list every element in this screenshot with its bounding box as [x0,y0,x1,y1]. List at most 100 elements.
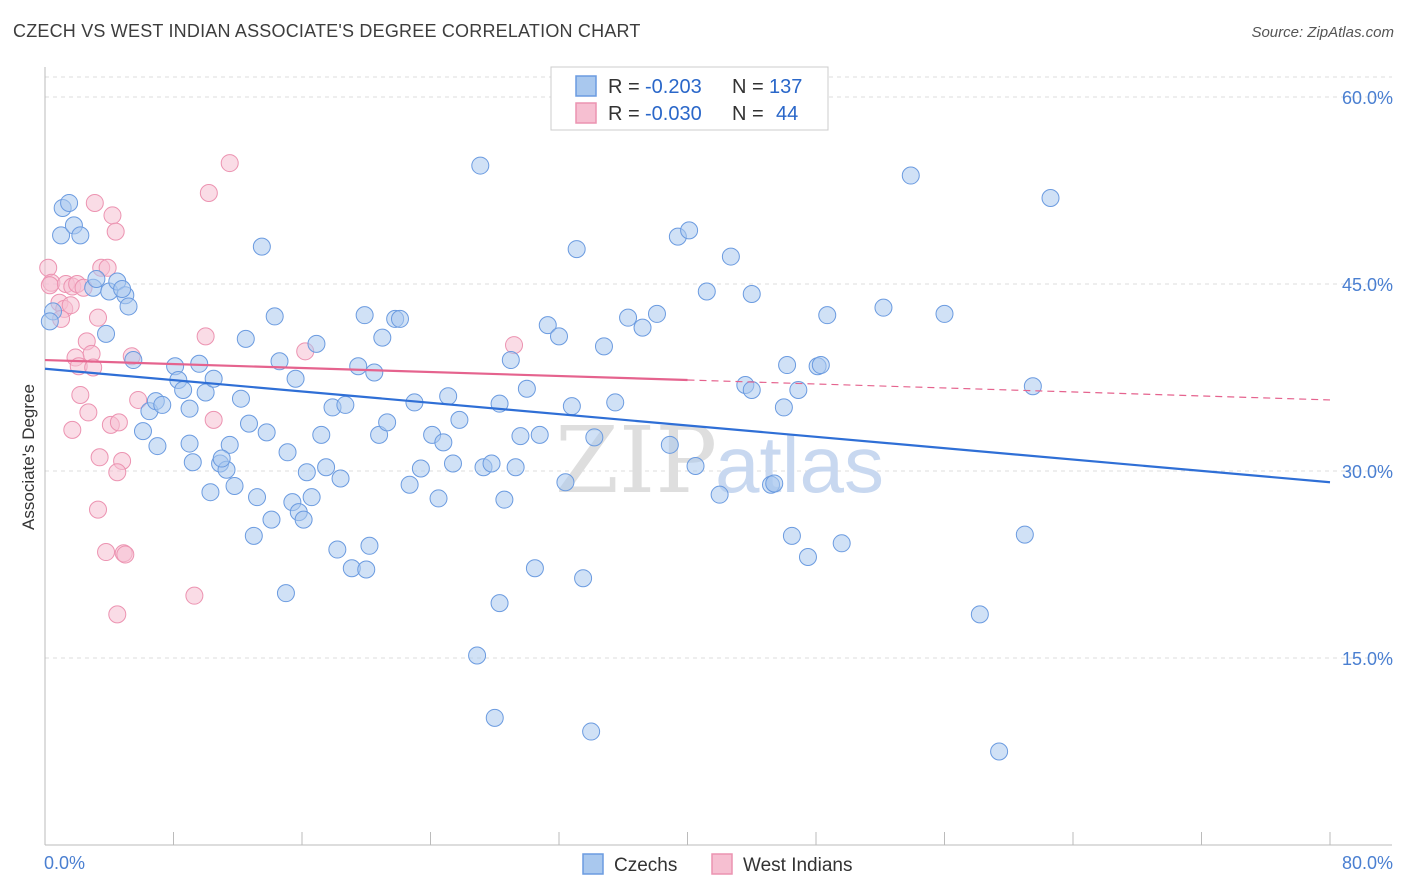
czech-point [530,425,549,444]
czech-point [562,397,581,416]
legend-czech-n-value: 137 [769,76,802,98]
czech-point [349,357,368,376]
czech-point [901,166,920,185]
czech-point [832,534,851,553]
czech-point [225,476,244,495]
czech-point [660,435,679,454]
west-indian-trend-line [44,358,688,382]
west-indian-point [79,403,98,422]
czech-point [183,453,202,472]
bottom-legend-wi-label: West Indians [743,855,852,876]
czech-point [307,334,326,353]
czech-point [585,428,604,447]
czech-point [439,387,458,406]
czech-point [517,379,536,398]
czech-point [778,356,797,375]
czech-point [297,463,316,482]
czech-point [231,389,250,408]
czech-point [355,306,374,325]
czech-trend-line [44,367,1331,484]
czech-point [686,457,705,476]
czech-point [468,646,487,665]
czech-point [582,722,601,741]
czech-point [594,337,613,356]
y-tick-label: 60.0% [1342,88,1393,108]
y-axis-label: Associate's Degree [19,384,38,530]
czech-point [270,352,289,371]
czech-point [471,156,490,175]
y-tick-labels: 15.0% 30.0% 45.0% 60.0% [1342,88,1393,669]
y-tick-label: 30.0% [1342,462,1393,482]
x-tick-labels: 0.0% 80.0% [44,853,1393,873]
czech-point [574,569,593,588]
czech-point [411,459,430,478]
czech-point [373,328,392,347]
czech-point [331,469,350,488]
czech-point [201,483,220,502]
czech-point [798,548,817,567]
czech-point [180,399,199,418]
west-indian-point [185,586,204,605]
bottom-legend-czech-label: Czechs [614,855,677,876]
czech-point [501,351,520,370]
czech-point [443,454,462,473]
czech-point [180,434,199,453]
legend-czech-r-label: R = [608,76,640,98]
czech-point [317,458,336,477]
czech-point [990,742,1009,761]
czech-point [1023,377,1042,396]
czech-point [1041,188,1060,207]
czech-point [390,309,409,328]
legend-wi-n-label: N = [732,103,764,125]
legend-wi-n-value: 44 [776,103,798,125]
czech-point [782,526,801,545]
czech-point [434,433,453,452]
czech-point [490,594,509,613]
czech-point [818,306,837,325]
czech-point [774,398,793,417]
west-indian-point [61,296,80,315]
grid-lines [45,76,1392,659]
bottom-legend-czech-swatch [582,853,604,875]
czech-point [567,240,586,259]
west-indian-point [97,543,116,562]
czech-point [538,316,557,335]
czech-point [495,490,514,509]
czech-point [485,708,504,727]
czech-point [970,605,989,624]
czech-point [633,318,652,337]
czech-point [40,312,59,331]
source-credit: Source: ZipAtlas.com [1251,24,1394,41]
czech-point [450,410,469,429]
czech-point [400,475,419,494]
west-indian-point [89,308,108,327]
west-indian-trend-extension [687,379,1331,401]
chart-title: CZECH VS WEST INDIAN ASSOCIATE'S DEGREE … [13,21,641,41]
czech-point [765,474,784,493]
west-indian-point [116,545,135,564]
czech-point [276,584,295,603]
czech-point [244,526,263,545]
czech-point [874,298,893,317]
czech-point [482,454,501,473]
west-indian-point [108,605,127,624]
czech-point [336,395,355,414]
czech-point [1015,525,1034,544]
correlation-legend: R = -0.203 N = 137 R = -0.030 N = 44 [550,66,829,131]
czech-point [113,279,132,298]
west-indian-point [505,336,524,355]
czech-point [262,510,281,529]
czech-point [302,488,321,507]
czech-point [619,308,638,327]
west-indian-point [90,448,109,467]
czech-point [697,282,716,301]
czech-point [119,297,138,316]
west-indian-point [98,258,117,277]
czech-point [312,425,331,444]
czech-point [511,427,530,446]
west-indian-point [106,222,125,241]
czech-point [294,510,313,529]
czech-point [236,329,255,348]
czech-point [60,193,79,212]
